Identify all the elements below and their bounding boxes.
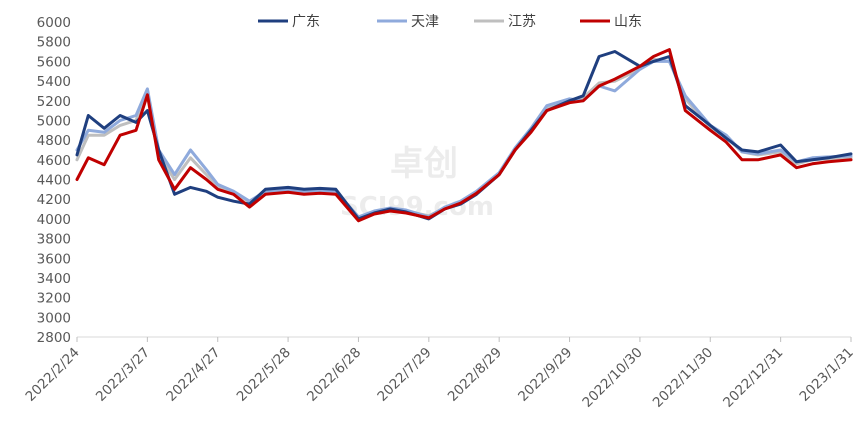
y-tick-label: 5800: [37, 35, 71, 51]
y-tick-label: 5000: [37, 113, 71, 129]
y-tick-label: 5400: [37, 74, 71, 90]
watermark-cn: 卓创: [390, 144, 458, 184]
x-tick-label: 2022/6/28: [304, 345, 364, 405]
series-layer: [75, 48, 853, 223]
y-tick-label: 3400: [37, 271, 71, 287]
x-tick-label: 2022/3/27: [93, 345, 153, 405]
x-tick-label: 2022/2/24: [23, 345, 83, 405]
y-tick-label: 4600: [37, 153, 71, 169]
x-tick-label: 2022/7/29: [374, 345, 434, 405]
x-tick-label: 2022/8/29: [445, 345, 505, 405]
x-tick-label: 2022/9/29: [515, 345, 575, 405]
y-tick-label: 6000: [37, 15, 71, 31]
x-tick-label: 2022/11/30: [650, 345, 716, 411]
y-tick-label: 4200: [37, 192, 71, 208]
watermark: 卓创 SCI99.com: [340, 144, 494, 222]
y-tick-label: 3200: [37, 291, 71, 307]
y-tick-label: 5200: [37, 94, 71, 110]
y-tick-label: 5600: [37, 54, 71, 70]
x-tick-label: 2022/5/28: [234, 345, 294, 405]
x-tick-label: 2022/12/31: [720, 345, 786, 411]
x-tick-label: 2023/1/31: [797, 345, 857, 405]
y-tick-label: 3000: [37, 310, 71, 326]
legend: 广东 天津 江苏 山东: [258, 14, 642, 30]
x-tick-label: 2022/10/30: [579, 345, 645, 411]
x-tick-label: 2022/4/27: [163, 345, 223, 405]
y-tick-label: 2800: [37, 330, 71, 346]
legend-label: 广东: [292, 14, 320, 30]
y-tick-label: 4800: [37, 133, 71, 149]
x-axis: 2022/2/24 2022/3/27 2022/4/27 2022/5/28 2022…: [23, 337, 857, 411]
legend-label: 江苏: [508, 14, 536, 30]
y-tick-label: 4000: [37, 212, 71, 228]
series-line-3: [75, 48, 853, 223]
legend-label: 山东: [614, 14, 642, 30]
y-axis: 2800 3000 3200 3400 3600 3800 4000 4200 4400 4600…: [37, 15, 71, 346]
y-tick-label: 3800: [37, 232, 71, 248]
y-tick-label: 3600: [37, 251, 71, 267]
legend-label: 天津: [411, 14, 439, 30]
y-tick-label: 4400: [37, 173, 71, 189]
